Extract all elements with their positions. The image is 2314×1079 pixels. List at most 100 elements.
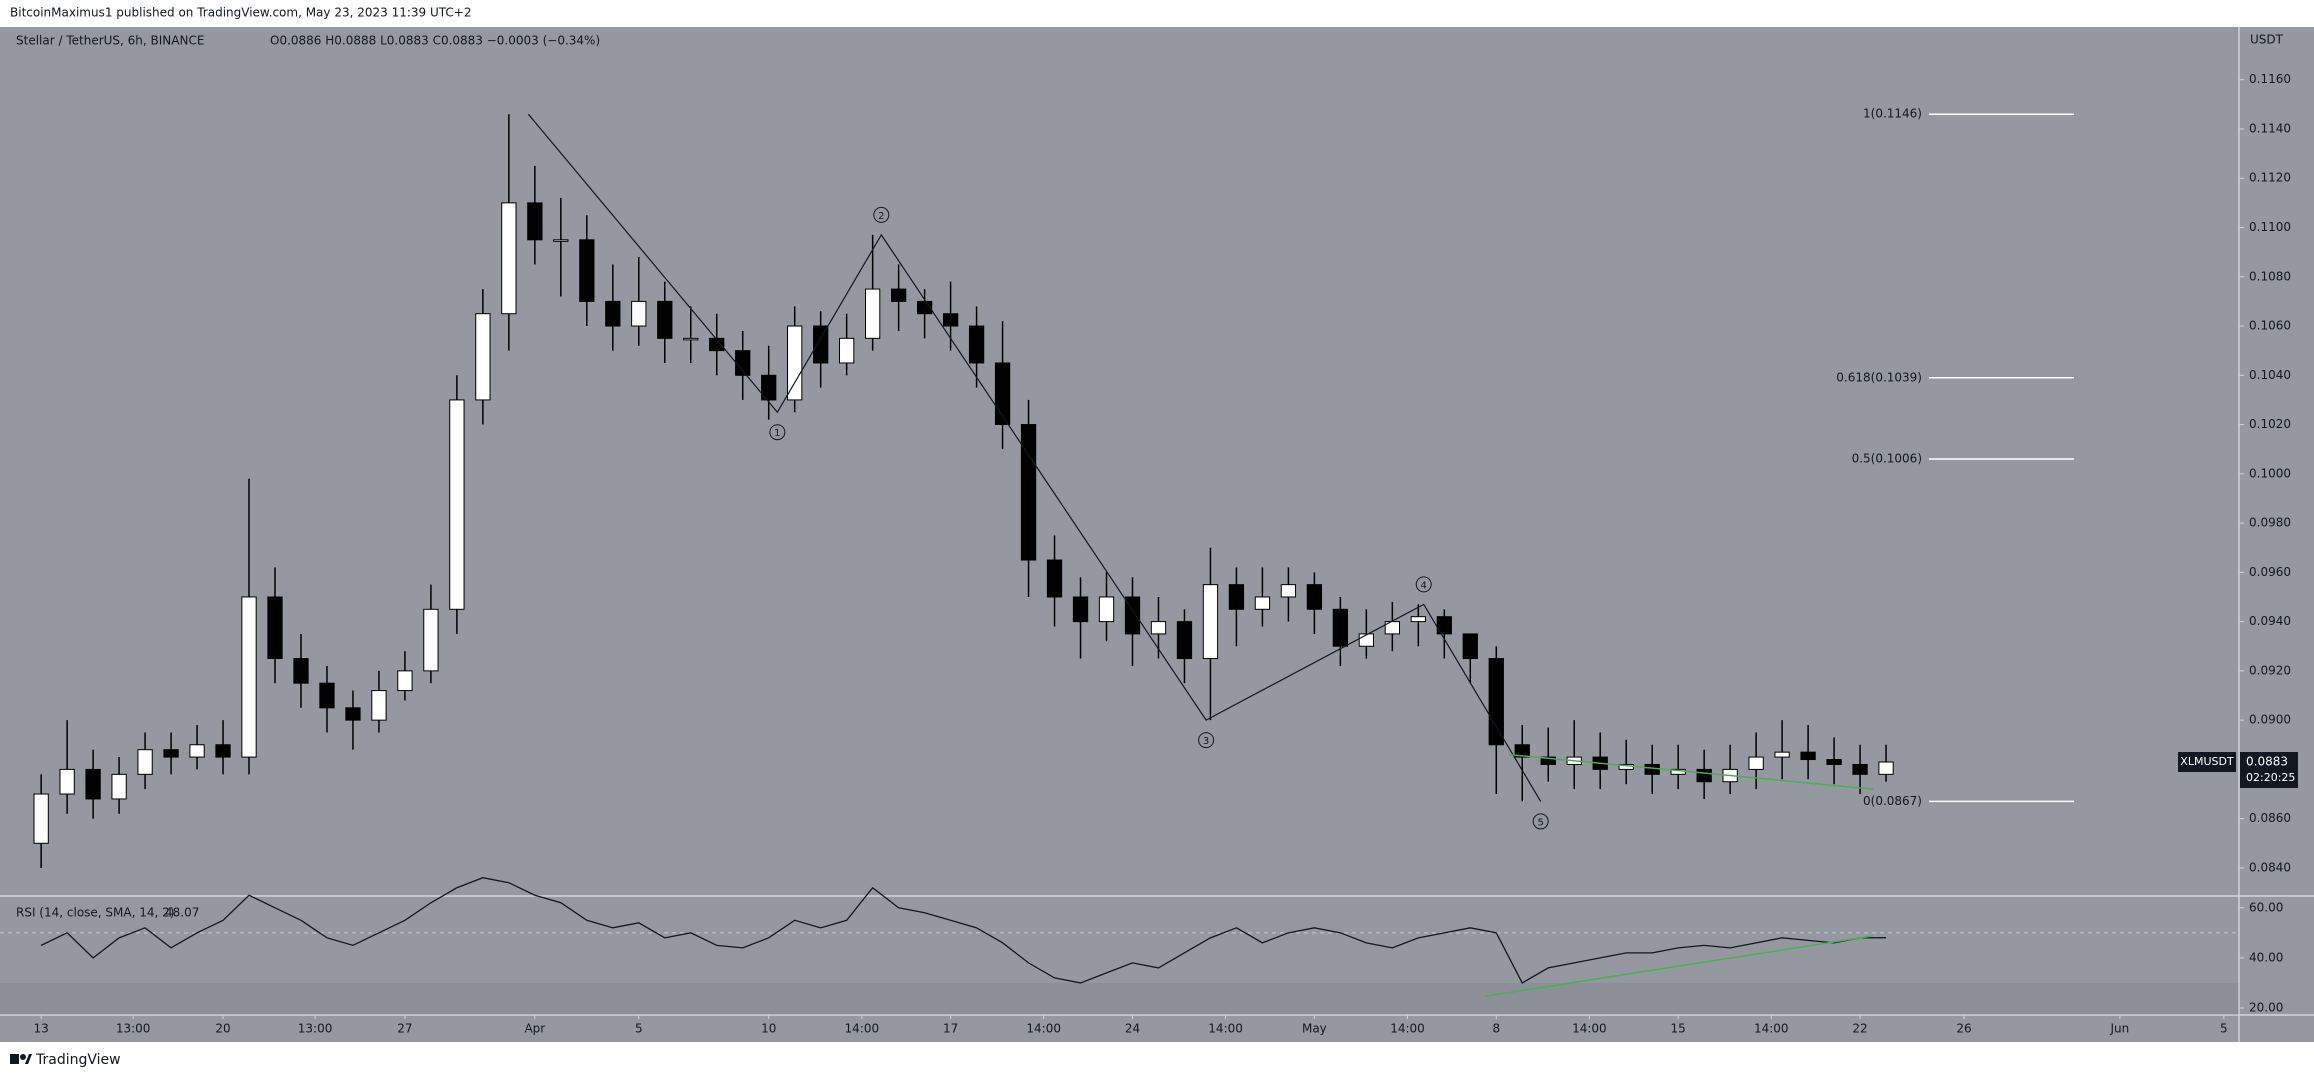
rsi-y-tick-label: 40.00 <box>2249 950 2283 964</box>
publisher: BitcoinMaximus1 published on TradingView… <box>10 6 471 20</box>
candle-body <box>293 658 309 684</box>
candle-body <box>1800 751 1816 761</box>
rsi-legend: RSI (14, close, SMA, 14, 2) <box>16 906 174 920</box>
candle-body <box>527 202 543 241</box>
candle-body <box>1358 633 1374 647</box>
brand-logo <box>10 1054 32 1064</box>
fib-label: 1(0.1146) <box>1863 107 1922 121</box>
candle-body <box>1046 559 1063 598</box>
x-tick-label: 5 <box>2220 1022 2228 1036</box>
wave-label: 3 <box>1203 736 1209 747</box>
candle-body <box>1436 616 1452 635</box>
candle-body <box>475 313 491 401</box>
x-tick-label: Jun <box>2110 1022 2130 1036</box>
candle-body <box>1696 768 1712 783</box>
x-tick-label: 17 <box>943 1022 958 1036</box>
wave-badge <box>1198 732 1215 749</box>
candle-body <box>942 313 959 327</box>
brand: TradingView <box>35 1052 121 1068</box>
candle-body <box>501 202 517 315</box>
x-tick-label: 14:00 <box>845 1022 880 1036</box>
candle-body <box>111 773 127 800</box>
candle-body <box>1228 584 1245 610</box>
candle-body <box>1280 584 1297 598</box>
candle-body <box>1202 584 1219 660</box>
x-tick-label: 24 <box>1125 1022 1140 1036</box>
candle-body <box>59 768 75 795</box>
candle-body <box>579 239 595 302</box>
candle-body <box>865 288 881 339</box>
candle-body <box>319 682 335 709</box>
wave-label: 1 <box>774 428 780 439</box>
wave-label: 5 <box>1537 817 1543 828</box>
candle-body <box>215 744 231 758</box>
candle-body <box>1852 763 1868 775</box>
wave-badge <box>769 424 786 441</box>
x-tick-label: Apr <box>524 1022 545 1036</box>
rsi-y-tick-label: 20.00 <box>2249 1000 2283 1014</box>
rsi-trendline <box>1485 935 1874 997</box>
y-tick-label: 0.0840 <box>2249 860 2291 874</box>
candle-body <box>709 337 725 352</box>
x-tick-label: 14:00 <box>1026 1022 1061 1036</box>
candle-body <box>1514 744 1530 758</box>
x-tick-label: 5 <box>635 1022 643 1036</box>
candle-body <box>345 707 361 721</box>
candle-body <box>1488 658 1504 746</box>
candle-body <box>1878 761 1894 775</box>
candle-body <box>1410 616 1426 623</box>
y-tick-label: 0.1100 <box>2249 220 2291 234</box>
candle-body <box>890 288 907 302</box>
y-tick-label: 0.1120 <box>2249 171 2291 185</box>
y-tick-label: 0.1160 <box>2249 72 2291 86</box>
candle-body <box>189 744 205 758</box>
y-tick-label: 0.1080 <box>2249 269 2291 283</box>
symbol-tag-label: XLMUSDT <box>2180 755 2234 768</box>
x-tick-label: 22 <box>1852 1022 1867 1036</box>
symbol-tag <box>2178 752 2236 773</box>
candle-body <box>994 362 1011 426</box>
candle-body <box>787 325 803 401</box>
candle-body <box>241 596 257 758</box>
wave-label: 4 <box>1421 580 1427 591</box>
candle-body <box>423 608 439 672</box>
candle-body <box>163 749 179 758</box>
candle-body <box>371 690 387 721</box>
x-tick-label: 20 <box>215 1022 230 1036</box>
x-tick-label: 10 <box>761 1022 776 1036</box>
y-tick-label: 0.1060 <box>2249 319 2291 333</box>
candle-body <box>267 596 283 660</box>
candle-body <box>683 337 699 341</box>
y-tick-label: 0.1140 <box>2249 121 2291 135</box>
x-tick-label: 8 <box>1492 1022 1500 1036</box>
candle-body <box>968 325 985 364</box>
candle-body <box>657 300 673 339</box>
y-tick-label: 0.0940 <box>2249 614 2291 628</box>
candle-body <box>1462 633 1478 660</box>
candle-body <box>1332 608 1349 647</box>
y-tick-label: 0.1020 <box>2249 417 2291 431</box>
fib-label: 0(0.0867) <box>1863 794 1922 808</box>
candle-body <box>1020 424 1037 561</box>
y-tick-label: 0.0920 <box>2249 663 2291 677</box>
candle-body <box>1306 584 1323 610</box>
y-tick-label: 0.1000 <box>2249 466 2291 480</box>
wave-badge <box>1415 576 1432 593</box>
rsi-y-tick-label: 60.00 <box>2249 900 2283 914</box>
wave-badge <box>873 206 890 223</box>
candle-body <box>761 374 777 401</box>
chart-title: Stellar / TetherUS, 6h, BINANCE <box>16 34 204 48</box>
candle-body <box>397 670 413 692</box>
x-tick-label: 14:00 <box>1390 1022 1425 1036</box>
y-axis-label: USDT <box>2250 33 2284 47</box>
x-tick-label: 14:00 <box>1572 1022 1607 1036</box>
pane-bg <box>0 27 2314 1015</box>
candle-body <box>1826 759 1842 765</box>
y-tick-label: 0.0900 <box>2249 713 2291 727</box>
candle-body <box>605 300 621 327</box>
x-tick-label: 14:00 <box>1208 1022 1243 1036</box>
candle-body <box>85 768 101 800</box>
time-axis-bg <box>0 1015 2314 1042</box>
wave-badge <box>1532 813 1549 830</box>
